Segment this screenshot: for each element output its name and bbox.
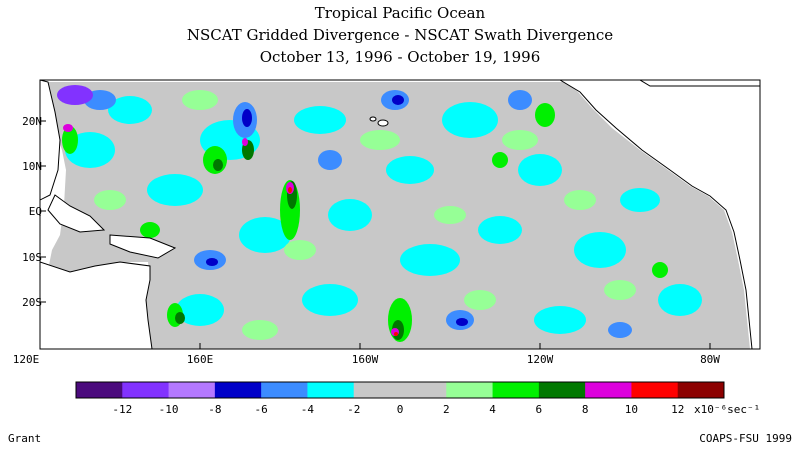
- colorbar-tick-label: 0: [397, 403, 404, 416]
- colorbar-units: x10⁻⁶sec⁻¹: [694, 403, 760, 416]
- colorbar-swatch: [168, 382, 216, 398]
- colorbar-tick-label: 6: [536, 403, 543, 416]
- footer-credit: COAPS-FSU 1999: [699, 432, 792, 445]
- colorbar-swatch: [585, 382, 632, 398]
- map-date-range: October 13, 1996 - October 19, 1996: [259, 48, 541, 66]
- colorbar-tick-label: -8: [208, 403, 221, 416]
- lon-label-120w: 120W: [527, 353, 554, 366]
- colorbar-tick-label: 8: [582, 403, 589, 416]
- colorbar-tick-label: 2: [443, 403, 450, 416]
- colorbar-swatch: [214, 382, 262, 398]
- colorbar-tick-label: -2: [347, 403, 360, 416]
- colorbar-swatch: [76, 382, 123, 398]
- lat-label-eq: EQ: [29, 205, 42, 218]
- lon-ticks: [199, 343, 711, 349]
- colorbar-tick-label: 4: [489, 403, 496, 416]
- colorbar-tick-label: -12: [112, 403, 132, 416]
- colorbar-tick-label: -10: [159, 403, 179, 416]
- colorbar-swatch: [492, 382, 540, 398]
- lon-label-160e: 160E: [187, 353, 214, 366]
- colorbar-swatch: [307, 382, 355, 398]
- map-subtitle: NSCAT Gridded Divergence - NSCAT Swath D…: [186, 26, 614, 44]
- colorbar-swatch: [446, 382, 494, 398]
- lon-label-120e: 120E: [13, 353, 40, 366]
- colorbar-tick-label: 12: [671, 403, 684, 416]
- colorbar: [76, 382, 725, 398]
- lat-label-20s: 20S: [22, 296, 42, 309]
- lon-label-80w: 80W: [700, 353, 720, 366]
- colorbar-tick-label: -6: [255, 403, 268, 416]
- colorbar-frame: [75, 381, 725, 399]
- lat-label-10n: 10N: [22, 160, 42, 173]
- colorbar-swatch: [631, 382, 679, 398]
- divergence-red: [288, 187, 398, 336]
- footer-author: Grant: [8, 432, 42, 445]
- divergence-light-green: [94, 90, 636, 340]
- colorbar-tick-label: -4: [301, 403, 315, 416]
- colorbar-swatch: [538, 382, 586, 398]
- colorbar-swatch: [122, 382, 170, 398]
- map-title: Tropical Pacific Ocean: [314, 4, 486, 22]
- colorbar-tick-labels: -12 -10 -8 -6 -4 -2 0 2 4 6 8 10 12: [112, 403, 684, 416]
- land-outlines: [40, 80, 760, 349]
- colorbar-tick-label: 10: [625, 403, 638, 416]
- lat-ticks: [40, 120, 46, 303]
- lat-label-10s: 10S: [22, 251, 42, 264]
- colorbar-swatch: [400, 382, 447, 398]
- colorbar-swatch: [353, 382, 401, 398]
- colorbar-swatch: [261, 382, 308, 398]
- lat-label-20n: 20N: [22, 115, 42, 128]
- lon-label-160w: 160W: [352, 353, 379, 366]
- colorbar-swatch: [677, 382, 725, 398]
- plot-frame: [39, 79, 761, 350]
